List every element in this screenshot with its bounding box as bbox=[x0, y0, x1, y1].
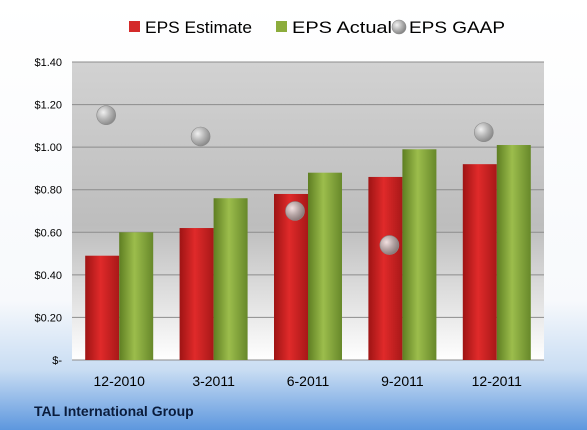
y-axis-labels: $- $0.20 $0.40 $0.60 $0.80 $1.00 $1.20 $1.40 bbox=[34, 57, 62, 367]
y-tick-label: $1.40 bbox=[34, 57, 62, 69]
x-tick-label: 12-2010 bbox=[94, 373, 146, 389]
eps-estimate-bar bbox=[368, 176, 403, 360]
y-tick-label: $0.20 bbox=[34, 312, 62, 324]
eps-actual-bar bbox=[496, 145, 531, 360]
legend-eps-actual-swatch bbox=[276, 21, 287, 32]
eps-estimate-bar bbox=[179, 228, 214, 360]
y-tick-label: $1.00 bbox=[34, 142, 62, 154]
eps-gaap-point bbox=[190, 126, 211, 147]
y-tick-label: $0.80 bbox=[34, 185, 62, 197]
legend-eps-actual-label: EPS Actual bbox=[292, 18, 392, 37]
eps-gaap-point bbox=[96, 105, 116, 126]
y-tick-label: $1.20 bbox=[34, 100, 62, 112]
x-tick-label: 3-2011 bbox=[192, 373, 235, 389]
eps-actual-bar bbox=[119, 232, 154, 360]
eps-gaap-point bbox=[379, 235, 400, 255]
company-name: TAL International Group bbox=[34, 403, 194, 419]
legend: EPS Estimate EPS Actual EPS GAAP bbox=[129, 18, 505, 37]
eps-actual-bar bbox=[402, 149, 437, 360]
eps-gaap-point bbox=[473, 122, 494, 143]
gaap-points bbox=[96, 105, 494, 255]
eps-actual-bar bbox=[308, 172, 342, 360]
y-tick-label: $- bbox=[52, 355, 62, 367]
legend-eps-gaap-swatch bbox=[391, 19, 407, 35]
x-tick-label: 12-2011 bbox=[472, 373, 523, 389]
legend-eps-estimate-swatch bbox=[129, 21, 140, 32]
eps-estimate-bar bbox=[462, 164, 497, 360]
eps-actual-bar bbox=[213, 198, 248, 360]
x-axis-labels: 12-2010 3-2011 6-2011 9-2011 12-2011 bbox=[94, 373, 523, 389]
x-tick-label: 6-2011 bbox=[287, 373, 330, 389]
legend-eps-gaap-label: EPS GAAP bbox=[409, 18, 505, 37]
y-tick-label: $0.40 bbox=[34, 270, 62, 282]
eps-gaap-point bbox=[285, 201, 305, 221]
y-tick-label: $0.60 bbox=[34, 227, 62, 239]
eps-estimate-bar bbox=[274, 193, 308, 360]
bars bbox=[85, 145, 531, 360]
legend-eps-estimate-label: EPS Estimate bbox=[145, 18, 252, 37]
x-tick-label: 9-2011 bbox=[381, 373, 424, 389]
eps-estimate-bar bbox=[85, 255, 120, 360]
